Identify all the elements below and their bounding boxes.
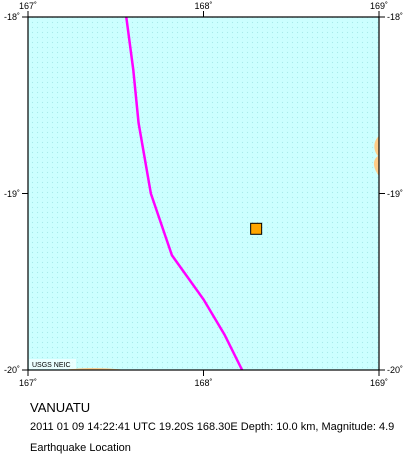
region-name: VANUATU (30, 400, 91, 415)
credit-box (29, 359, 76, 369)
bottom-lon-tick-167: 167˚ (19, 378, 37, 388)
usgs-credit: USGS NEIC (32, 362, 71, 369)
left-lat-tick-20: -20˚ (4, 365, 20, 375)
top-lon-tick-168: 168˚ (194, 1, 212, 11)
land-fragment-east (373, 136, 379, 176)
top-lon-tick-169: 169˚ (370, 1, 388, 11)
map-type-label: Earthquake Location (30, 442, 131, 454)
left-lat-tick-19: -19˚ (4, 189, 20, 199)
epicenter-marker (250, 222, 263, 235)
right-lat-tick-19: -19˚ (387, 189, 403, 199)
bottom-lon-tick-169: 169˚ (370, 378, 388, 388)
right-lat-tick-20: -20˚ (387, 365, 403, 375)
tick-marks (22, 11, 385, 376)
left-lat-tick-18: -18˚ (4, 12, 20, 22)
earthquake-map: 167˚ 168˚ 169˚ 167˚ 168˚ 169˚ -18˚ -19˚ … (4, 1, 403, 388)
plate-boundary-line (125, 17, 244, 370)
event-details: 2011 01 09 14:22:41 UTC 19.20S 168.30E D… (30, 421, 395, 433)
top-lon-tick-167: 167˚ (19, 1, 37, 11)
bottom-lon-tick-168: 168˚ (194, 378, 212, 388)
ocean-area (28, 17, 379, 370)
right-lat-tick-18: -18˚ (387, 12, 403, 22)
